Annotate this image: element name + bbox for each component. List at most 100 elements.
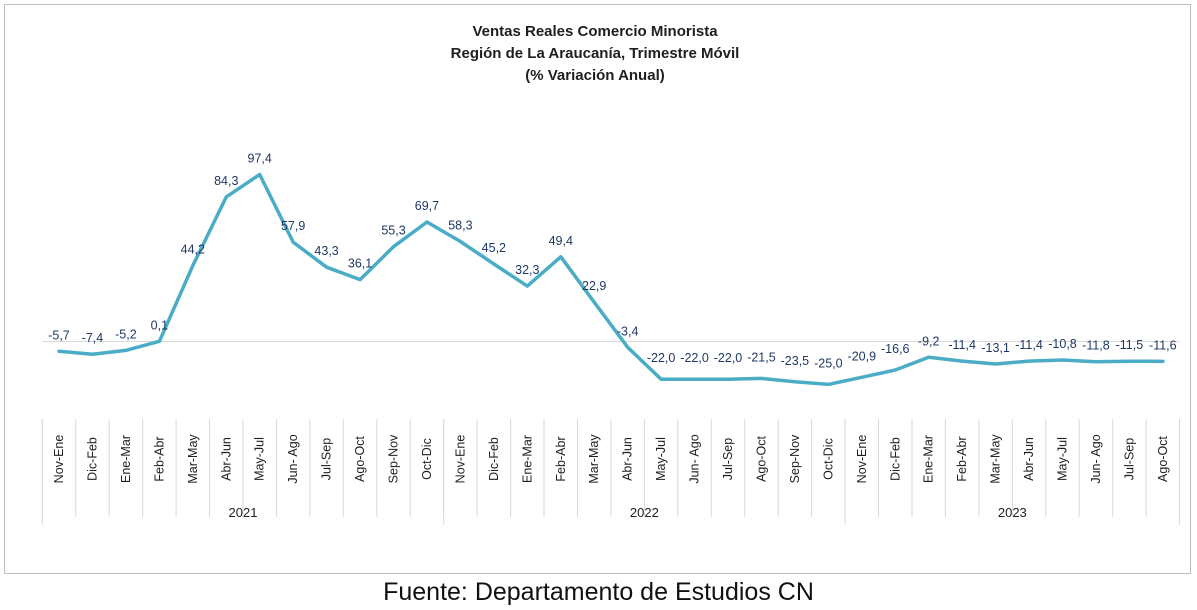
data-label: -11,5 xyxy=(1116,338,1144,352)
data-point xyxy=(525,284,529,288)
category-label: Feb-Abr xyxy=(152,436,166,481)
category-label: Sep-Nov xyxy=(387,434,401,483)
category-label: Jun- Ago xyxy=(286,434,300,483)
chart-frame: Ventas Reales Comercio Minorista Región d… xyxy=(4,4,1191,574)
category-label: Ene-Mar xyxy=(922,435,936,483)
data-point xyxy=(559,255,563,259)
category-label: Abr-Jun xyxy=(1022,437,1036,481)
data-point xyxy=(759,376,763,380)
data-point xyxy=(927,355,931,359)
category-label: Nov-Ene xyxy=(855,435,869,484)
data-point xyxy=(726,377,730,381)
category-label: Ene-Mar xyxy=(520,435,534,483)
data-point xyxy=(693,377,697,381)
chart-title: Ventas Reales Comercio Minorista Región d… xyxy=(451,23,740,84)
year-label: 2021 xyxy=(229,505,258,520)
data-point xyxy=(1161,359,1165,363)
category-label: May-Jul xyxy=(1056,437,1070,481)
chart-title-line: Ventas Reales Comercio Minorista xyxy=(472,23,718,40)
category-label: Oct-Dic xyxy=(420,438,434,480)
data-point xyxy=(1027,359,1031,363)
category-label: Mar-May xyxy=(587,434,601,484)
category-label: Ago-Oct xyxy=(353,436,367,482)
category-label: Nov-Ene xyxy=(453,435,467,484)
data-label: -22,0 xyxy=(680,351,709,365)
category-label: Dic-Feb xyxy=(888,437,902,481)
category-label: Mar-May xyxy=(989,434,1003,484)
data-label: 49,4 xyxy=(549,234,573,248)
data-label: 57,9 xyxy=(281,219,305,233)
data-point xyxy=(57,349,61,353)
data-point xyxy=(358,278,362,282)
data-label: 36,1 xyxy=(348,257,372,271)
data-label: -23,5 xyxy=(781,354,810,368)
data-point xyxy=(1094,360,1098,364)
data-point xyxy=(392,245,395,249)
data-point xyxy=(224,195,228,199)
data-point xyxy=(492,262,496,266)
category-axis: Nov-Ene Dic-Feb Ene-Mar Feb-Abr Mar-May Abr-J… xyxy=(41,419,1181,525)
category-label: Sep-Nov xyxy=(788,434,802,483)
data-label: -16,6 xyxy=(881,342,910,356)
data-label: -7,4 xyxy=(82,331,104,345)
year-label: 2022 xyxy=(630,505,659,520)
data-point xyxy=(893,368,897,372)
data-point xyxy=(1061,358,1064,362)
data-label: -11,4 xyxy=(948,338,976,352)
category-label: Ago-Oct xyxy=(1156,436,1170,482)
category-label: Feb-Abr xyxy=(554,436,568,481)
line-chart: Ventas Reales Comercio Minorista Región d… xyxy=(41,23,1181,525)
data-point xyxy=(258,172,262,176)
category-label: Dic-Feb xyxy=(85,437,99,481)
data-point xyxy=(592,300,596,304)
data-label: -9,2 xyxy=(918,334,940,348)
chart-title-line: Región de La Araucanía, Trimestre Móvil xyxy=(451,45,740,62)
category-label: Mar-May xyxy=(186,434,200,484)
chart-title-line: (% Variación Anual) xyxy=(525,67,664,84)
data-point xyxy=(191,264,195,268)
data-label: 0,1 xyxy=(151,318,168,332)
data-point xyxy=(458,240,462,244)
data-point xyxy=(157,339,161,343)
category-label: Jun- Ago xyxy=(688,434,702,483)
data-label: 55,3 xyxy=(381,224,405,238)
data-label: 45,2 xyxy=(482,241,506,255)
series-line xyxy=(57,172,1165,387)
data-label: -3,4 xyxy=(617,324,639,338)
data-label: -10,8 xyxy=(1048,337,1077,351)
data-label: 32,3 xyxy=(515,263,539,277)
year-label: 2023 xyxy=(998,505,1027,520)
data-point xyxy=(860,375,864,379)
data-label: -11,8 xyxy=(1082,339,1110,353)
data-label: -5,2 xyxy=(115,327,137,341)
data-label: 84,3 xyxy=(214,174,238,188)
category-label: Feb-Abr xyxy=(955,436,969,481)
data-point xyxy=(994,362,998,366)
data-point xyxy=(793,380,797,384)
category-label: May-Jul xyxy=(253,437,267,481)
category-label: Dic-Feb xyxy=(487,437,501,481)
data-label: -11,4 xyxy=(1015,338,1043,352)
data-point xyxy=(960,359,964,363)
data-point xyxy=(291,240,295,244)
data-label: 44,2 xyxy=(181,243,205,257)
data-label: -22,0 xyxy=(714,351,743,365)
category-label: Jul-Sep xyxy=(320,438,334,480)
data-label: -5,7 xyxy=(48,328,70,342)
category-label: Ago-Oct xyxy=(754,436,768,482)
data-point xyxy=(1127,359,1131,363)
data-label: 69,7 xyxy=(415,199,439,213)
data-point xyxy=(626,345,630,349)
data-point xyxy=(659,377,663,381)
data-label: 58,3 xyxy=(448,219,472,233)
category-label: Jul-Sep xyxy=(721,438,735,480)
data-point xyxy=(124,348,128,352)
data-point xyxy=(90,352,94,356)
data-point xyxy=(826,382,830,386)
category-label: Ene-Mar xyxy=(119,435,133,483)
data-label: -11,6 xyxy=(1149,338,1177,352)
data-label: -21,5 xyxy=(747,350,776,364)
data-label: -13,1 xyxy=(981,341,1010,355)
category-label: Abr-Jun xyxy=(621,437,635,481)
data-labels: -5,7 -7,4 -5,2 0,1 44,2 84,3 97,4 57,9 43,3 36,1 5… xyxy=(48,151,1176,370)
